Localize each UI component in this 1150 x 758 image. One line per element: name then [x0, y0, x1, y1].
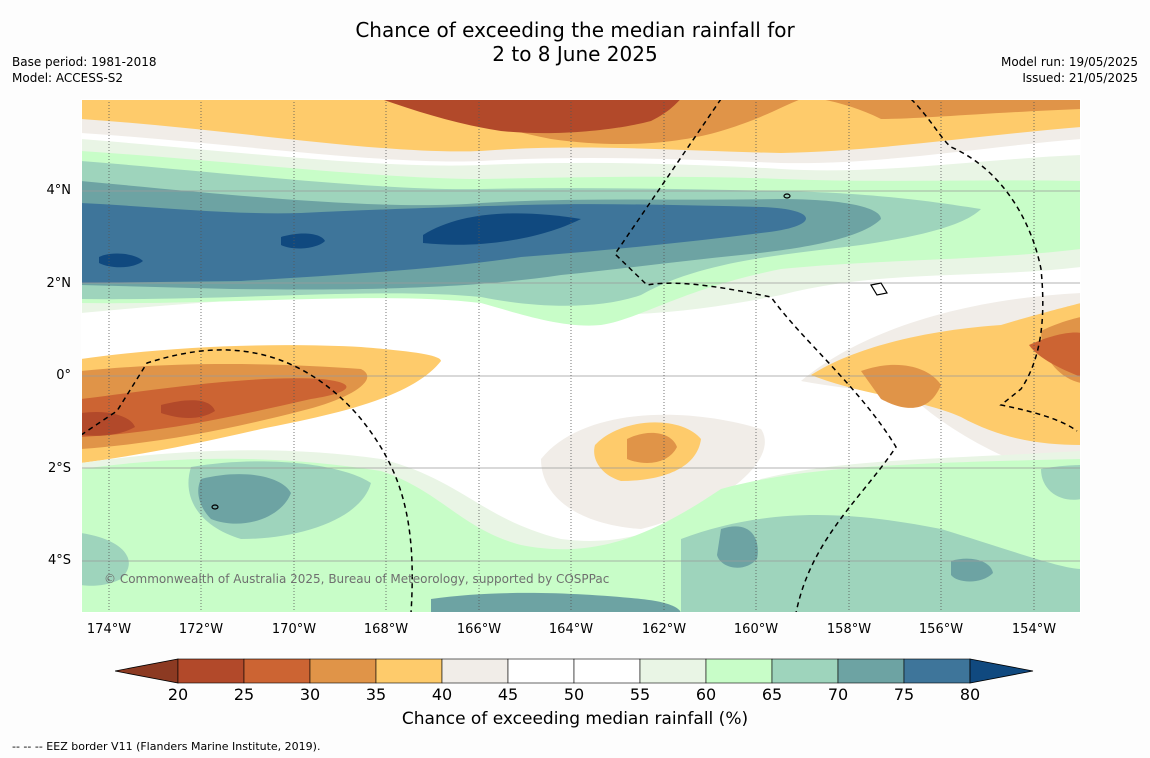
colorbar-segment	[639, 658, 707, 684]
colorbar-label: 20	[167, 685, 189, 704]
lon-tick: 158°W	[826, 622, 872, 637]
lon-tick: 174°W	[86, 622, 132, 637]
colorbar-label: 45	[497, 685, 519, 704]
lat-tick: 2°S	[47, 461, 71, 476]
base-period-text: Base period: 1981-2018	[12, 55, 157, 69]
lat-tick: 0°	[56, 368, 71, 383]
colorbar-label: 30	[299, 685, 321, 704]
colorbar-label: 40	[431, 685, 453, 704]
east-30	[1029, 332, 1081, 377]
colorbar-label: 75	[893, 685, 915, 704]
colorbar	[115, 658, 1034, 684]
eez-legend-text: -- -- -- EEZ border V11 (Flanders Marine…	[12, 740, 321, 753]
colorbar-title: Chance of exceeding median rainfall (%)	[401, 709, 749, 729]
lon-tick: 170°W	[271, 622, 317, 637]
colorbar-label: 65	[761, 685, 783, 704]
eez-border-c	[910, 99, 1078, 432]
south-75	[198, 474, 993, 613]
model-run-text: Model run: 19/05/2025	[1000, 55, 1138, 69]
rainfall-map	[81, 99, 1081, 613]
colorbar-label: 80	[959, 685, 981, 704]
central-35	[627, 432, 677, 463]
colorbar-segment	[507, 658, 575, 684]
colorbar-label: 55	[629, 685, 651, 704]
colorbar-segment	[441, 658, 509, 684]
copyright-text: © Commonwealth of Australia 2025, Bureau…	[104, 572, 610, 586]
colorbar-label: 60	[695, 685, 717, 704]
colorbar-segment	[243, 658, 311, 684]
colorbar-label: 50	[563, 685, 585, 704]
colorbar-label: 70	[827, 685, 849, 704]
colorbar-segment	[309, 658, 377, 684]
colorbar-segment	[771, 658, 839, 684]
eez-border-b	[81, 349, 413, 613]
lon-tick: 166°W	[456, 622, 502, 637]
title-line-1: Chance of exceeding the median rainfall …	[355, 18, 795, 42]
colorbar-label: 35	[365, 685, 387, 704]
lat-tick: 4°S	[47, 553, 71, 568]
colorbar-segment	[177, 658, 245, 684]
lat-tick: 4°N	[46, 183, 72, 198]
map-title: Chance of exceeding the median rainfall …	[0, 18, 1150, 66]
core-wet-b	[281, 233, 325, 249]
lat-tick: 2°N	[46, 276, 72, 291]
eq-west-30	[81, 378, 347, 437]
colorbar-segment	[573, 658, 641, 684]
lon-tick: 162°W	[641, 622, 687, 637]
lon-tick: 164°W	[548, 622, 594, 637]
colorbar-label: 25	[233, 685, 255, 704]
lon-tick: 160°W	[733, 622, 779, 637]
colorbar-extend-low	[115, 658, 179, 684]
colorbar-segment	[705, 658, 773, 684]
issued-text: Issued: 21/05/2025	[1022, 71, 1138, 85]
south-70	[81, 461, 1081, 613]
lon-tick: 172°W	[178, 622, 224, 637]
lon-tick: 168°W	[363, 622, 409, 637]
meta-left: Base period: 1981-2018 Model: ACCESS-S2	[12, 54, 157, 86]
meta-right: Model run: 19/05/2025 Issued: 21/05/2025	[1001, 54, 1138, 86]
colorbar-extend-high	[969, 658, 1034, 684]
colorbar-segment	[837, 658, 905, 684]
east-35	[861, 317, 1081, 408]
core-wet-a	[423, 213, 581, 245]
band-north-25	[381, 99, 681, 134]
lon-tick: 154°W	[1011, 622, 1057, 637]
eez-border-a	[614, 99, 897, 613]
model-text: Model: ACCESS-S2	[12, 71, 124, 85]
eq-west-25	[81, 400, 215, 436]
colorbar-segment	[375, 658, 443, 684]
colorbar-segment	[903, 658, 971, 684]
east-40	[811, 303, 1081, 445]
lon-tick: 156°W	[918, 622, 964, 637]
core-wet-c	[99, 253, 143, 268]
title-line-2: 2 to 8 June 2025	[492, 42, 658, 66]
